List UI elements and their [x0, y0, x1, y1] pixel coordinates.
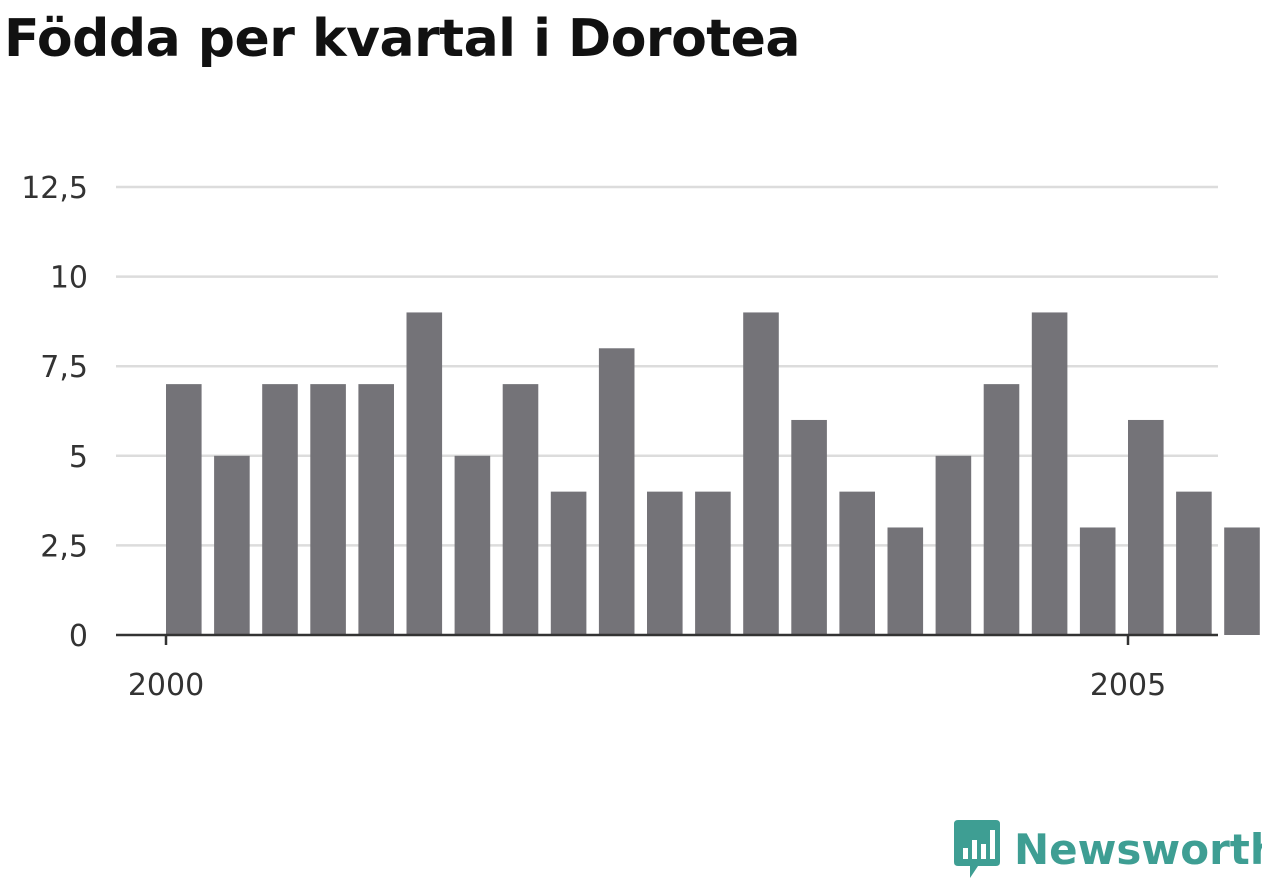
bar — [310, 384, 346, 635]
bar — [550, 491, 587, 635]
bar — [598, 348, 635, 635]
y-axis-tick-labels: 0 2,5 5 7,5 10 12,5 — [21, 171, 88, 654]
y-tick-label: 0 — [69, 619, 88, 654]
bar — [454, 455, 491, 635]
y-tick-label: 7,5 — [40, 350, 88, 385]
y-tick-label: 2,5 — [40, 529, 88, 564]
bar — [1031, 312, 1068, 635]
bar — [502, 384, 539, 635]
x-axis-ticks: 200020052010201520202025 — [128, 635, 1166, 703]
newsworthy-logo-icon — [954, 820, 1000, 878]
bar — [1128, 419, 1164, 635]
bar — [358, 384, 394, 635]
bar — [1224, 527, 1260, 635]
bar — [647, 491, 683, 635]
bar — [983, 384, 1020, 635]
bar — [166, 384, 202, 635]
y-tick-label: 10 — [50, 261, 88, 296]
x-tick-label: 2005 — [1090, 668, 1166, 703]
chart-title: Födda per kvartal i Dorotea — [4, 9, 801, 69]
bar — [214, 455, 250, 635]
bar — [791, 419, 827, 635]
bar — [935, 455, 972, 635]
bar — [695, 491, 731, 635]
bar — [1079, 527, 1116, 635]
bar — [406, 312, 443, 635]
x-tick-label: 2000 — [128, 668, 204, 703]
brand-name: Newsworthy — [1014, 824, 1262, 874]
brand-logo: Newsworthy — [952, 818, 1262, 880]
y-tick-label: 12,5 — [21, 171, 88, 206]
bar — [887, 527, 924, 635]
bar — [1176, 491, 1212, 635]
y-tick-label: 5 — [69, 440, 88, 475]
bar — [743, 312, 779, 635]
bar — [839, 491, 875, 635]
bar — [262, 384, 298, 635]
bars — [166, 312, 1260, 635]
